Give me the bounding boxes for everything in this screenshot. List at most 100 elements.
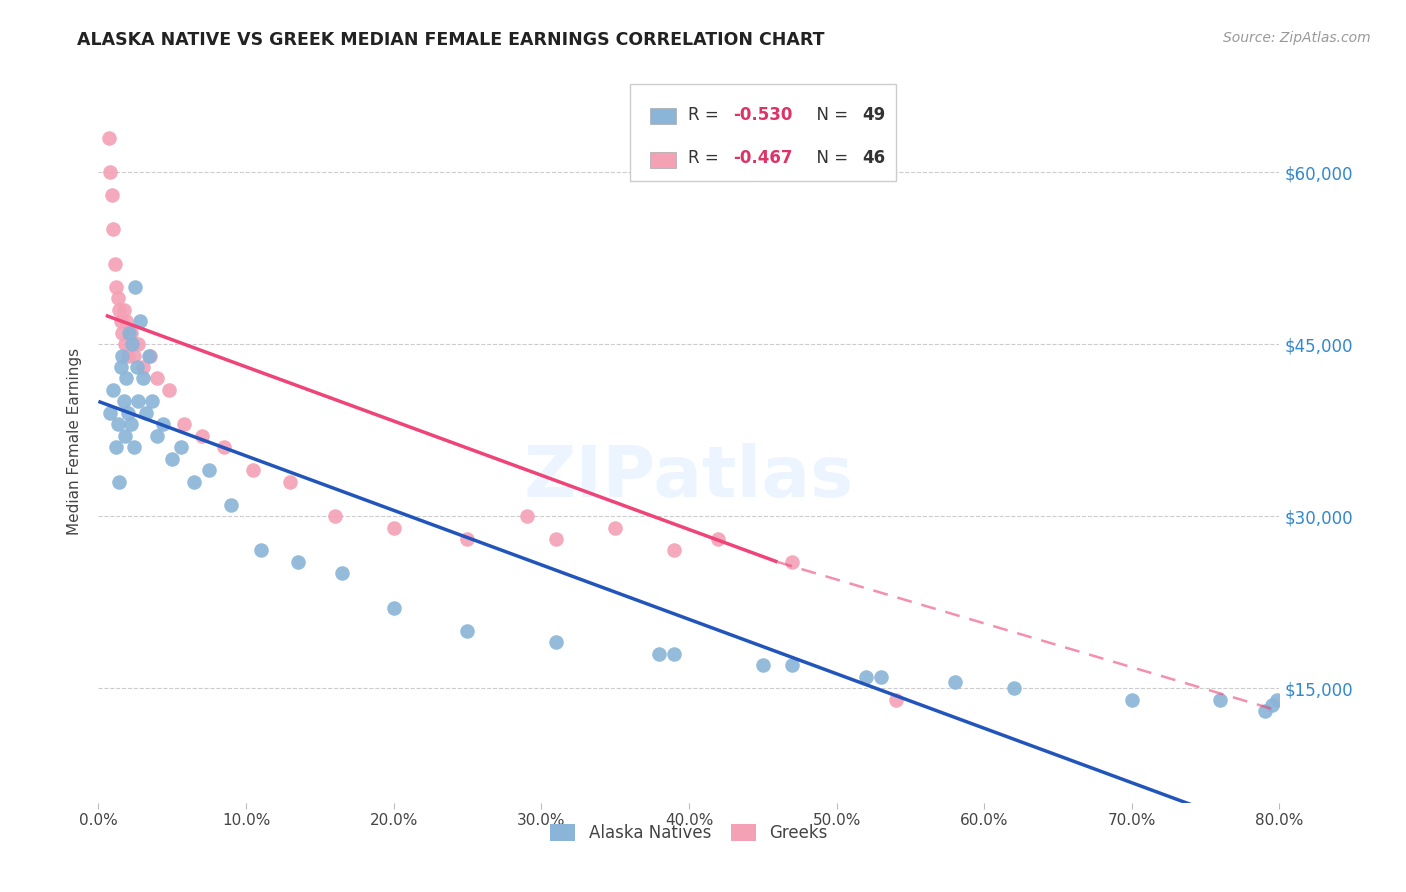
Point xyxy=(141,394,163,409)
Point xyxy=(114,429,136,443)
Point xyxy=(1002,681,1025,695)
Point xyxy=(323,509,346,524)
Point xyxy=(1209,692,1232,706)
Point xyxy=(128,314,150,328)
Point xyxy=(110,314,132,328)
Point xyxy=(100,188,122,202)
Point xyxy=(117,406,139,420)
Point xyxy=(146,371,169,385)
Point xyxy=(707,532,730,546)
Point xyxy=(516,509,538,524)
Point xyxy=(221,498,243,512)
Text: N =: N = xyxy=(806,106,853,124)
Point xyxy=(122,440,145,454)
Point xyxy=(1265,692,1288,706)
Text: ZIPatlas: ZIPatlas xyxy=(524,443,853,512)
Point xyxy=(103,222,125,236)
Point xyxy=(162,451,183,466)
Point xyxy=(138,349,160,363)
Point xyxy=(132,371,155,385)
Point xyxy=(152,417,174,432)
Point xyxy=(280,475,302,489)
Point xyxy=(117,349,139,363)
Point xyxy=(107,291,129,305)
FancyBboxPatch shape xyxy=(630,84,896,181)
Text: 46: 46 xyxy=(862,149,886,168)
Point xyxy=(157,383,180,397)
Point xyxy=(110,359,132,374)
Point xyxy=(855,670,877,684)
Point xyxy=(146,429,169,443)
Point xyxy=(132,359,155,374)
Point xyxy=(107,417,129,432)
Point xyxy=(118,326,141,340)
Point xyxy=(97,130,120,145)
Point xyxy=(870,670,893,684)
Text: R =: R = xyxy=(688,149,724,168)
Point xyxy=(111,349,134,363)
Point xyxy=(139,349,162,363)
Point xyxy=(111,326,134,340)
Point xyxy=(212,440,235,454)
Point xyxy=(98,406,121,420)
Point xyxy=(1121,692,1143,706)
Point xyxy=(170,440,193,454)
Point xyxy=(664,647,686,661)
Point xyxy=(287,555,309,569)
Text: -0.530: -0.530 xyxy=(733,106,792,124)
Point xyxy=(183,475,205,489)
Point xyxy=(943,675,966,690)
Point xyxy=(191,429,214,443)
Point xyxy=(198,463,221,477)
Point xyxy=(105,279,128,293)
Point xyxy=(648,647,671,661)
Point xyxy=(127,337,149,351)
Text: Source: ZipAtlas.com: Source: ZipAtlas.com xyxy=(1223,31,1371,45)
Point xyxy=(103,383,125,397)
Point xyxy=(605,520,627,534)
Point xyxy=(546,532,568,546)
Point xyxy=(884,692,907,706)
Point xyxy=(115,371,138,385)
Point xyxy=(330,566,353,581)
Point xyxy=(108,302,131,317)
Legend: Alaska Natives, Greeks: Alaska Natives, Greeks xyxy=(544,817,834,848)
FancyBboxPatch shape xyxy=(650,109,676,124)
Point xyxy=(664,543,686,558)
Point xyxy=(457,624,479,638)
Point xyxy=(108,475,131,489)
Point xyxy=(124,279,146,293)
Point xyxy=(114,337,136,351)
Text: ALASKA NATIVE VS GREEK MEDIAN FEMALE EARNINGS CORRELATION CHART: ALASKA NATIVE VS GREEK MEDIAN FEMALE EAR… xyxy=(77,31,825,49)
Point xyxy=(121,337,143,351)
Point xyxy=(115,314,138,328)
Point xyxy=(135,406,157,420)
Point xyxy=(250,543,273,558)
Point xyxy=(112,302,135,317)
Point xyxy=(105,440,128,454)
Point xyxy=(112,394,135,409)
Point xyxy=(1261,698,1284,713)
Point xyxy=(242,463,264,477)
Point xyxy=(127,394,149,409)
Text: -0.467: -0.467 xyxy=(733,149,792,168)
FancyBboxPatch shape xyxy=(650,152,676,168)
Point xyxy=(98,165,121,179)
Point xyxy=(782,555,804,569)
Text: R =: R = xyxy=(688,106,724,124)
Point xyxy=(173,417,195,432)
Point xyxy=(122,349,145,363)
Point xyxy=(782,658,804,673)
Text: N =: N = xyxy=(806,149,853,168)
Y-axis label: Median Female Earnings: Median Female Earnings xyxy=(67,348,83,535)
Point xyxy=(457,532,479,546)
Point xyxy=(752,658,775,673)
Point xyxy=(104,257,127,271)
Point xyxy=(125,359,148,374)
Point xyxy=(546,635,568,649)
Text: 49: 49 xyxy=(862,106,886,124)
Point xyxy=(382,520,405,534)
Point xyxy=(382,600,405,615)
Point xyxy=(120,417,142,432)
Point xyxy=(120,326,142,340)
